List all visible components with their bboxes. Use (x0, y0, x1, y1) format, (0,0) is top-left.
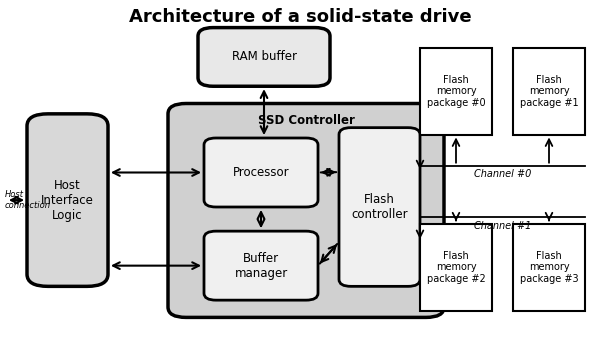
Text: Channel #0: Channel #0 (474, 169, 531, 179)
Bar (513, 48, 585, 135)
FancyBboxPatch shape (27, 114, 108, 286)
Text: Channel #1: Channel #1 (474, 221, 531, 231)
Text: Buffer
manager: Buffer manager (235, 252, 287, 280)
Text: Architecture of a solid-state drive: Architecture of a solid-state drive (128, 8, 472, 26)
Text: SSD Controller: SSD Controller (257, 114, 355, 127)
FancyBboxPatch shape (204, 138, 318, 207)
Bar (420, 48, 492, 135)
Text: RAM buffer: RAM buffer (232, 50, 296, 63)
FancyBboxPatch shape (168, 104, 444, 317)
Text: Flash
memory
package #1: Flash memory package #1 (520, 75, 578, 108)
Text: Host
connection: Host connection (5, 190, 51, 210)
Bar (513, 224, 585, 310)
Text: Processor: Processor (233, 166, 289, 179)
Text: Host
Interface
Logic: Host Interface Logic (41, 179, 94, 221)
FancyBboxPatch shape (204, 231, 318, 300)
FancyBboxPatch shape (198, 28, 330, 86)
Text: Flash
controller: Flash controller (351, 193, 408, 221)
Text: Flash
memory
package #2: Flash memory package #2 (427, 251, 485, 284)
Bar (420, 224, 492, 310)
FancyBboxPatch shape (339, 128, 420, 286)
Text: Flash
memory
package #3: Flash memory package #3 (520, 251, 578, 284)
Text: Flash
memory
package #0: Flash memory package #0 (427, 75, 485, 108)
